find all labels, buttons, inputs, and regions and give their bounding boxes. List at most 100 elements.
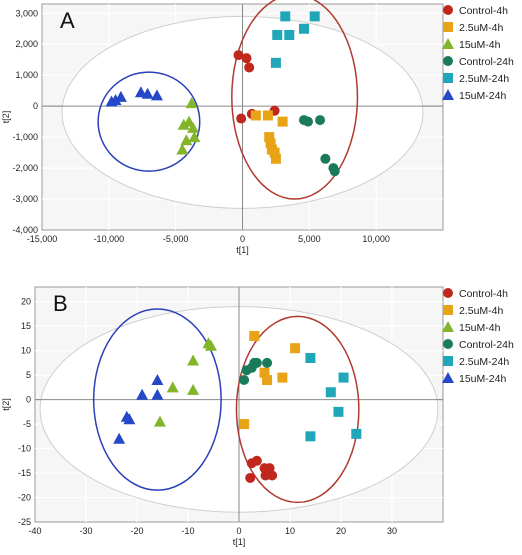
x-tick-label: -10,000 (94, 234, 125, 244)
score-plot-b-svg: -40 -30 -20 -10 0 10 20 30 -25 -20 -15 -10 -5 0 5 10 15 2… (1, 286, 514, 547)
y-tick-label: 1,000 (15, 70, 38, 80)
y-tick-label: -10 (18, 444, 31, 454)
y-tick-label: -4,000 (12, 225, 38, 235)
point-15um-24h (150, 89, 163, 101)
point-2-5um-4h (264, 132, 275, 143)
point-15um-24h (136, 388, 149, 400)
y-tick-label: -15 (18, 468, 31, 478)
legend-label-control-4h: Control-4h (459, 288, 508, 300)
x-tick-label: 20 (336, 526, 346, 536)
point-15um-24h (151, 388, 164, 400)
point-control-24h (315, 115, 326, 126)
point-control-24h (320, 153, 331, 164)
point-2-5um-4h (290, 343, 301, 354)
x-tick-label: -40 (28, 526, 41, 536)
x-tick-label: -20 (130, 526, 143, 536)
legend-marker-control-4h (443, 288, 453, 298)
legend-marker-15um-24h (442, 89, 454, 100)
x-tick-label: 10 (285, 526, 295, 536)
legend-label-2-5um-24h: 2.5uM-24h (459, 73, 509, 85)
legend-label-2-5um-4h: 2.5uM-4h (459, 305, 504, 317)
y-tick-label: 3,000 (15, 8, 38, 18)
point-2-5um-4h (239, 419, 250, 430)
group-ellipse-red (235, 315, 360, 504)
x-tick-label: 0 (240, 234, 245, 244)
legend-label-15um-24h: 15uM-24h (459, 373, 506, 385)
point-2-5um-4h (269, 147, 280, 158)
legend-label-control-24h: Control-24h (459, 56, 514, 68)
point-15um-4h (188, 131, 201, 143)
point-2-5um-24h (305, 352, 316, 363)
point-control-24h (262, 357, 273, 368)
point-control-24h (239, 375, 250, 386)
point-15um-4h (166, 381, 179, 393)
point-control-4h (260, 470, 271, 481)
point-2-5um-4h (262, 110, 273, 121)
point-2-5um-4h (262, 375, 273, 386)
y-tick-label: -1,000 (12, 132, 38, 142)
point-15um-4h (180, 134, 193, 146)
y-tick-label: 10 (21, 346, 31, 356)
group-ellipse-red (231, 0, 359, 200)
point-15um-4h (187, 383, 200, 395)
y-tick-label: 0 (26, 395, 31, 405)
legend-label-15um-24h: 15uM-24h (459, 90, 506, 102)
x-tick-label: 10,000 (362, 234, 390, 244)
point-15um-4h (204, 339, 217, 351)
point-2-5um-24h (284, 29, 295, 40)
point-2-5um-24h (351, 428, 362, 439)
y-tick-label: 0 (33, 101, 38, 111)
x-tick-label: 0 (236, 526, 241, 536)
score-plot-b: -40 -30 -20 -10 0 10 20 30 -25 -20 -15 -10 -5 0 5 10 15 2… (0, 275, 522, 550)
point-2-5um-24h (270, 57, 281, 68)
point-15um-4h (176, 143, 189, 155)
legend-label-control-24h: Control-24h (459, 339, 514, 351)
x-tick-label: -10 (181, 526, 194, 536)
legend-label-15um-4h: 15uM-4h (459, 322, 501, 334)
score-plot-a-svg: -15,000 -10,000 -5,000 0 5,000 10,000 -4,000 -3… (1, 0, 514, 255)
point-15um-24h (151, 374, 164, 386)
x-tick-label: 30 (387, 526, 397, 536)
point-control-4h (245, 472, 256, 483)
y-axis-label: t[2] (1, 111, 11, 124)
point-15um-24h (141, 87, 154, 99)
point-15um-4h (187, 354, 200, 366)
panel-label: A (60, 8, 75, 33)
point-15um-4h (177, 118, 190, 130)
point-control-24h (329, 166, 340, 177)
point-15um-24h (114, 90, 127, 102)
legend-marker-15um-24h (442, 372, 454, 383)
point-2-5um-4h (265, 138, 276, 149)
point-2-5um-24h (298, 23, 309, 34)
group-ellipse-blue (97, 71, 201, 172)
point-control-24h (302, 116, 313, 127)
point-15um-24h (123, 413, 136, 425)
point-15um-24h (113, 432, 126, 444)
point-control-4h (241, 53, 252, 64)
legend-marker-15um-4h (442, 321, 454, 332)
y-tick-label: 20 (21, 297, 31, 307)
legend-marker-2-5um-4h (443, 22, 453, 32)
y-tick-label: -2,000 (12, 163, 38, 173)
point-15um-24h (134, 86, 147, 98)
point-control-4h (236, 113, 247, 124)
group-ellipse-blue (92, 308, 222, 491)
point-15um-24h (105, 95, 118, 107)
point-15um-4h (185, 97, 198, 109)
legend-marker-control-24h (443, 339, 453, 349)
point-2-5um-24h (305, 431, 316, 442)
x-tick-label: -15,000 (27, 234, 58, 244)
y-tick-label: 5 (26, 370, 31, 380)
y-tick-label: -3,000 (12, 194, 38, 204)
y-tick-label: -5 (23, 419, 31, 429)
legend-label-control-4h: Control-4h (459, 5, 508, 17)
point-15um-4h (153, 415, 166, 427)
legend-marker-control-4h (443, 5, 453, 15)
legend-label-2-5um-24h: 2.5uM-24h (459, 356, 509, 368)
point-2-5um-4h (259, 367, 270, 378)
y-tick-label: 15 (21, 321, 31, 331)
point-2-5um-4h (250, 110, 261, 121)
point-2-5um-24h (280, 11, 291, 22)
point-2-5um-24h (338, 372, 349, 383)
y-axis-label: t[2] (1, 398, 11, 411)
